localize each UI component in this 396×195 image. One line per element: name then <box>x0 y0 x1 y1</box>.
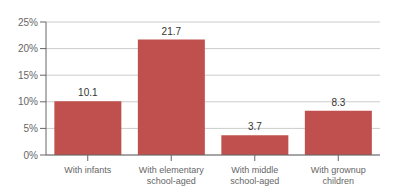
svg-text:5%: 5% <box>24 123 39 134</box>
svg-text:8.3: 8.3 <box>331 97 345 108</box>
svg-text:With grownupchildren: With grownupchildren <box>311 165 366 186</box>
svg-text:With infants: With infants <box>64 165 112 175</box>
svg-text:0%: 0% <box>24 150 39 161</box>
svg-text:20%: 20% <box>18 43 38 54</box>
svg-text:With middleschool-aged: With middleschool-aged <box>230 165 279 186</box>
svg-text:15%: 15% <box>18 70 38 81</box>
svg-text:25%: 25% <box>18 17 38 28</box>
svg-text:21.7: 21.7 <box>162 26 182 37</box>
svg-text:10%: 10% <box>18 96 38 107</box>
svg-text:With elementaryschool-aged: With elementaryschool-aged <box>139 165 205 186</box>
svg-text:3.7: 3.7 <box>248 121 262 132</box>
svg-text:10.1: 10.1 <box>78 87 98 98</box>
